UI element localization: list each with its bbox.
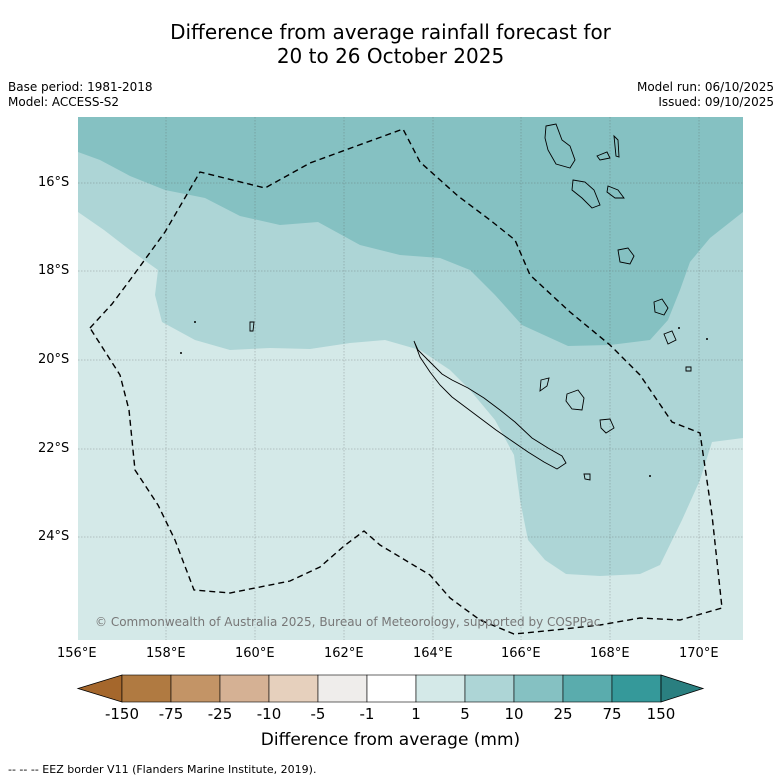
lon-label-158: 158°E [146,646,186,661]
colorbar-tick-label: 150 [646,705,676,723]
colorbar-tick-label: 25 [553,705,573,723]
tanna-island [663,330,677,345]
ambae-island [596,151,611,161]
colorbar-segment [562,674,613,703]
colorbar-tick-label: 75 [602,705,622,723]
espiritu-santo-island [544,123,576,169]
issued-date: Issued: 09/10/2025 [658,95,774,109]
colorbar-segment [268,674,319,703]
colorbar-segment [366,674,417,703]
lon-label-162: 162°E [324,646,364,661]
copyright-text: © Commonwealth of Australia 2025, Bureau… [95,615,600,629]
colorbar-segment [121,674,172,703]
colorbar-segment [464,674,515,703]
colorbar-segment [219,674,270,703]
colorbar-tick-label: 1 [411,705,421,723]
meta-left: Base period: 1981-2018 Model: ACCESS-S2 [8,80,153,110]
map-area [78,117,743,640]
small-islet-e [180,352,182,354]
colorbar-tick-label: -150 [104,705,140,723]
colorbar-segment [170,674,221,703]
map-title: Difference from average rainfall forecas… [0,20,781,68]
colorbar-tick-label: -10 [256,705,282,723]
lat-label-18: 18°S [38,263,70,278]
title-line-2: 20 to 26 October 2025 [276,44,505,68]
colorbar-segment [513,674,564,703]
small-islet-c [706,338,708,340]
lon-label-164: 164°E [413,646,453,661]
lon-label-168: 168°E [590,646,630,661]
lat-label-24: 24°S [38,529,70,544]
colorbar-tick-label: 10 [504,705,524,723]
malekula-island [571,179,601,209]
small-islet-g [649,475,651,477]
ouvea-island [539,377,550,392]
eez-border [89,128,723,635]
new-caledonia-island [413,340,567,470]
base-period: Base period: 1981-2018 [8,80,153,94]
erromango-island [653,298,669,316]
graticule [78,117,743,640]
eez-legend-note: -- -- -- EEZ border V11 (Flanders Marine… [8,763,317,776]
colorbar-extend-low [76,674,123,703]
title-line-1: Difference from average rainfall forecas… [170,20,611,44]
colorbar-tick-label: 5 [460,705,470,723]
small-islet-b [685,366,692,372]
isle-of-pines [583,473,591,481]
colorbar-extend-high [660,674,705,703]
colorbar-tick-label: -1 [359,705,375,723]
colorbar-tick-label: -25 [207,705,233,723]
efate-island [617,247,635,265]
lat-label-20: 20°S [38,352,70,367]
lat-label-16: 16°S [38,175,70,190]
model-run: Model run: 06/10/2025 [636,80,774,94]
mare-island [599,418,615,434]
maewo-island [613,134,620,158]
colorbar-segment [611,674,662,703]
lon-label-156: 156°E [57,646,97,661]
region-10-to-25mm [78,117,743,346]
lon-label-170: 170°E [679,646,719,661]
small-islet-d [678,327,680,329]
lon-label-166: 166°E [501,646,541,661]
colorbar-segment [317,674,368,703]
colorbar-segment [415,674,466,703]
meta-right: Model run: 06/10/2025 Issued: 09/10/2025 [637,80,774,110]
lifou-island [565,389,585,411]
small-islet-a [249,321,255,332]
colorbar [76,674,705,703]
colorbar-tick-label: -5 [310,705,326,723]
model-name: Model: ACCESS-S2 [8,95,120,109]
small-islet-f [194,321,196,323]
lat-label-22: 22°S [38,441,70,456]
colorbar-title: Difference from average (mm) [260,730,521,750]
lon-label-160: 160°E [235,646,275,661]
colorbar-tick-label: -75 [158,705,184,723]
pentecost-island [606,185,625,199]
